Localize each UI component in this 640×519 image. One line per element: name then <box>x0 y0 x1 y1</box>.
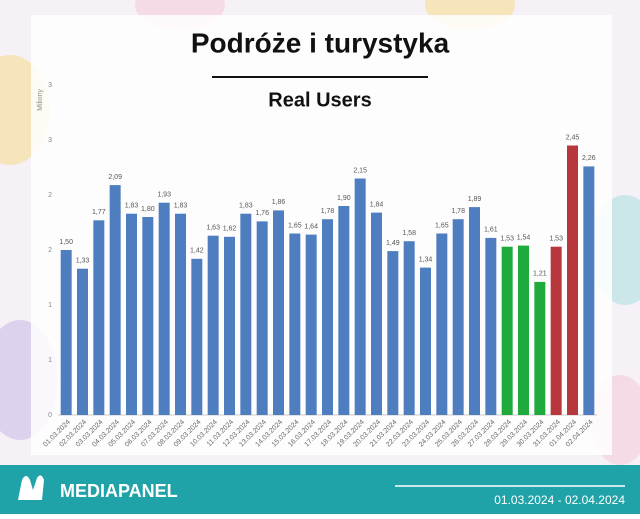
bar <box>126 213 137 415</box>
brand-name: MEDIAPANEL <box>60 481 178 501</box>
bar <box>387 251 399 415</box>
value-label: 1,49 <box>386 240 400 247</box>
y-tick-label: 2 <box>48 247 52 254</box>
value-label: 1,64 <box>304 223 318 230</box>
chart-title: Podróże i turystyka <box>191 27 450 58</box>
value-label: 1,80 <box>141 206 155 213</box>
value-label: 1,33 <box>76 258 90 265</box>
bar <box>534 281 546 415</box>
bar <box>175 213 186 415</box>
value-label: 1,83 <box>125 203 139 210</box>
value-label: 1,78 <box>451 208 465 215</box>
bar <box>485 237 497 415</box>
date-range: 01.03.2024 - 02.04.2024 <box>494 493 625 507</box>
bar <box>93 220 105 415</box>
bar <box>305 234 317 415</box>
value-label: 2,45 <box>566 134 580 141</box>
bar <box>403 241 415 415</box>
bar <box>158 202 170 415</box>
bar <box>518 245 529 415</box>
value-label: 1,90 <box>337 195 351 202</box>
value-label: 1,21 <box>533 271 547 278</box>
value-label: 1,50 <box>59 239 73 246</box>
bar <box>501 246 513 415</box>
bar <box>224 236 235 415</box>
bar <box>322 219 333 415</box>
bar <box>289 233 301 415</box>
value-label: 1,84 <box>370 201 384 208</box>
value-label: 1,53 <box>549 236 563 243</box>
bar <box>583 166 595 415</box>
value-label: 1,62 <box>223 226 237 233</box>
y-axis-title: Miliony <box>37 89 44 111</box>
value-label: 1,83 <box>174 203 188 210</box>
value-label: 1,83 <box>239 203 253 210</box>
bar <box>77 268 88 415</box>
value-label: 1,86 <box>272 199 286 206</box>
value-label: 1,76 <box>255 210 269 217</box>
value-label: 1,89 <box>468 196 482 203</box>
bar <box>240 213 252 415</box>
bar <box>256 221 268 415</box>
value-label: 1,93 <box>157 192 171 199</box>
value-label: 1,77 <box>92 209 106 216</box>
y-tick-label: 1 <box>48 302 52 309</box>
value-label: 1,53 <box>500 236 514 243</box>
bar <box>207 235 219 415</box>
value-label: 1,63 <box>206 225 220 232</box>
bar <box>452 219 464 415</box>
value-label: 1,42 <box>190 248 204 255</box>
footer-band <box>0 465 640 514</box>
value-label: 1,34 <box>419 256 433 263</box>
value-label: 1,54 <box>517 234 531 241</box>
bar <box>420 267 431 415</box>
bar <box>191 258 203 415</box>
value-label: 1,65 <box>435 222 449 229</box>
bar <box>60 250 72 415</box>
value-label: 1,78 <box>321 208 335 215</box>
bar <box>273 210 284 415</box>
y-tick-label: 2 <box>48 192 52 199</box>
y-tick-label: 1 <box>48 357 52 364</box>
bar <box>550 246 562 415</box>
y-tick-label: 0 <box>48 412 52 419</box>
value-label: 2,09 <box>108 174 122 181</box>
chart-subtitle: Real Users <box>268 89 371 111</box>
bar <box>469 207 480 415</box>
brand-logo <box>18 475 44 500</box>
bar <box>142 217 154 415</box>
y-tick-label: 3 <box>48 137 52 144</box>
bar <box>109 185 121 415</box>
bar <box>567 145 578 415</box>
bar <box>354 178 366 415</box>
value-label: 1,61 <box>484 227 498 234</box>
bar <box>371 212 382 415</box>
y-tick-label: 3 <box>48 82 52 89</box>
value-label: 1,65 <box>288 222 302 229</box>
value-label: 1,58 <box>402 230 416 237</box>
value-label: 2,15 <box>353 167 367 174</box>
value-label: 2,26 <box>582 155 596 162</box>
bar <box>436 233 448 415</box>
bar <box>338 206 350 415</box>
